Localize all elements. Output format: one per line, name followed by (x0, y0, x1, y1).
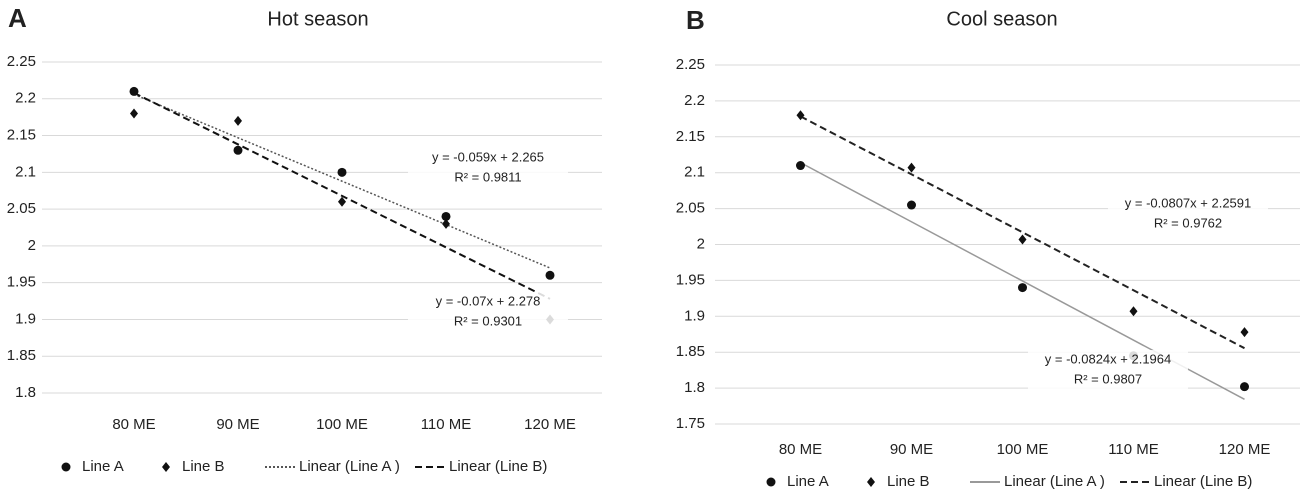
equation-box (408, 292, 568, 332)
legend-label: Line A (787, 473, 829, 490)
y-tick-label: 1.85 (676, 343, 705, 360)
y-tick-label: 2.25 (7, 53, 36, 70)
point (233, 145, 243, 155)
legend-marker (61, 462, 71, 472)
point (1129, 306, 1138, 317)
panel-label: B (686, 5, 705, 35)
trend-r2: R² = 0.9762 (1154, 215, 1222, 230)
y-tick-label: 2.2 (15, 90, 36, 107)
point (129, 86, 139, 96)
trend-r2: R² = 0.9301 (454, 313, 522, 328)
y-tick-label: 2.15 (7, 127, 36, 144)
equation-box (1108, 194, 1268, 234)
point (442, 218, 450, 229)
x-tick-label: 100 ME (997, 441, 1049, 458)
x-tick-label: 110 ME (421, 416, 472, 433)
x-tick-label: 80 ME (779, 441, 822, 458)
legend-label: Linear (Line B) (1154, 473, 1252, 490)
point (1018, 283, 1027, 293)
point (907, 200, 916, 210)
x-tick-label: 90 ME (890, 441, 933, 458)
legend-label: Linear (Line A ) (299, 458, 400, 475)
x-tick-label: 100 ME (316, 416, 368, 433)
trend-r2: R² = 0.9811 (454, 169, 521, 184)
point (234, 115, 242, 126)
y-tick-label: 1.9 (684, 307, 705, 324)
trend-equation: y = -0.0807x + 2.2591 (1125, 195, 1251, 210)
y-tick-label: 1.75 (676, 415, 705, 432)
chart-title: Hot season (267, 8, 368, 30)
y-tick-label: 2.1 (684, 164, 705, 181)
x-tick-label: 80 ME (112, 416, 155, 433)
trend-line (133, 91, 551, 300)
y-tick-label: 1.9 (15, 310, 36, 327)
legend-marker (766, 477, 776, 487)
point (907, 162, 916, 173)
legend-label: Line B (182, 458, 225, 475)
y-tick-label: 2.05 (7, 200, 36, 217)
y-tick-label: 2.2 (684, 92, 705, 109)
point (796, 110, 805, 121)
point (130, 108, 138, 119)
legend-label: Linear (Line A ) (1004, 473, 1105, 490)
y-tick-label: 2.25 (676, 56, 705, 73)
y-tick-label: 1.8 (684, 379, 705, 396)
legend-marker (867, 477, 875, 487)
trend-equation: y = -0.07x + 2.278 (436, 293, 541, 308)
trend-line (800, 115, 1245, 350)
legend-label: Line A (82, 458, 124, 475)
point (1240, 327, 1249, 338)
y-tick-label: 1.85 (7, 347, 36, 364)
x-tick-label: 110 ME (1108, 441, 1159, 458)
x-tick-label: 120 ME (1219, 441, 1271, 458)
y-tick-label: 1.95 (7, 274, 36, 291)
trend-equation: y = -0.059x + 2.265 (432, 149, 544, 164)
trend-line (133, 93, 551, 269)
chart-title: Cool season (946, 8, 1057, 30)
trend-r2: R² = 0.9807 (1074, 371, 1142, 386)
x-tick-label: 120 ME (524, 416, 576, 433)
y-tick-label: 2 (697, 235, 705, 252)
legend-marker (162, 462, 170, 472)
y-tick-label: 1.8 (15, 384, 36, 401)
point (545, 270, 555, 280)
x-tick-label: 90 ME (216, 416, 259, 433)
legend-label: Linear (Line B) (449, 458, 547, 475)
y-tick-label: 2.15 (676, 128, 705, 145)
point (337, 167, 347, 177)
equation-box (408, 148, 568, 188)
y-tick-label: 2.05 (676, 200, 705, 217)
point (338, 196, 346, 207)
y-tick-label: 1.95 (676, 271, 705, 288)
point (796, 161, 805, 171)
point (1018, 234, 1027, 245)
legend-label: Line B (887, 473, 930, 490)
trend-equation: y = -0.0824x + 2.1964 (1045, 351, 1171, 366)
y-tick-label: 2 (28, 237, 36, 254)
point (1240, 382, 1249, 392)
point (441, 211, 451, 221)
equation-box (1028, 350, 1188, 390)
y-tick-label: 2.1 (15, 163, 36, 180)
panel-label: A (8, 3, 27, 33)
